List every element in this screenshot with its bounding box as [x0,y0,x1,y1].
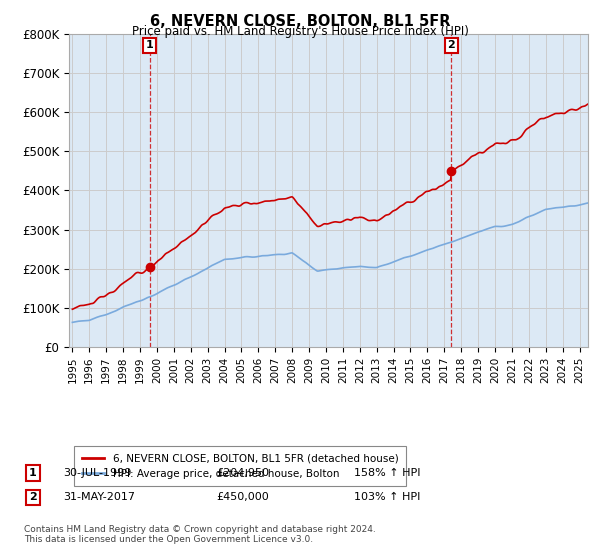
Text: 2: 2 [448,40,455,50]
Text: 31-MAY-2017: 31-MAY-2017 [63,492,135,502]
Text: 1: 1 [146,40,154,50]
Text: 158% ↑ HPI: 158% ↑ HPI [354,468,421,478]
Text: Price paid vs. HM Land Registry's House Price Index (HPI): Price paid vs. HM Land Registry's House … [131,25,469,38]
Text: £450,000: £450,000 [216,492,269,502]
Text: 6, NEVERN CLOSE, BOLTON, BL1 5FR: 6, NEVERN CLOSE, BOLTON, BL1 5FR [150,14,450,29]
Text: 2: 2 [29,492,37,502]
Text: Contains HM Land Registry data © Crown copyright and database right 2024.
This d: Contains HM Land Registry data © Crown c… [24,525,376,544]
Legend: 6, NEVERN CLOSE, BOLTON, BL1 5FR (detached house), HPI: Average price, detached : 6, NEVERN CLOSE, BOLTON, BL1 5FR (detach… [74,446,406,486]
Text: 103% ↑ HPI: 103% ↑ HPI [354,492,421,502]
Text: 30-JUL-1999: 30-JUL-1999 [63,468,131,478]
Text: £204,950: £204,950 [216,468,269,478]
Text: 1: 1 [29,468,37,478]
